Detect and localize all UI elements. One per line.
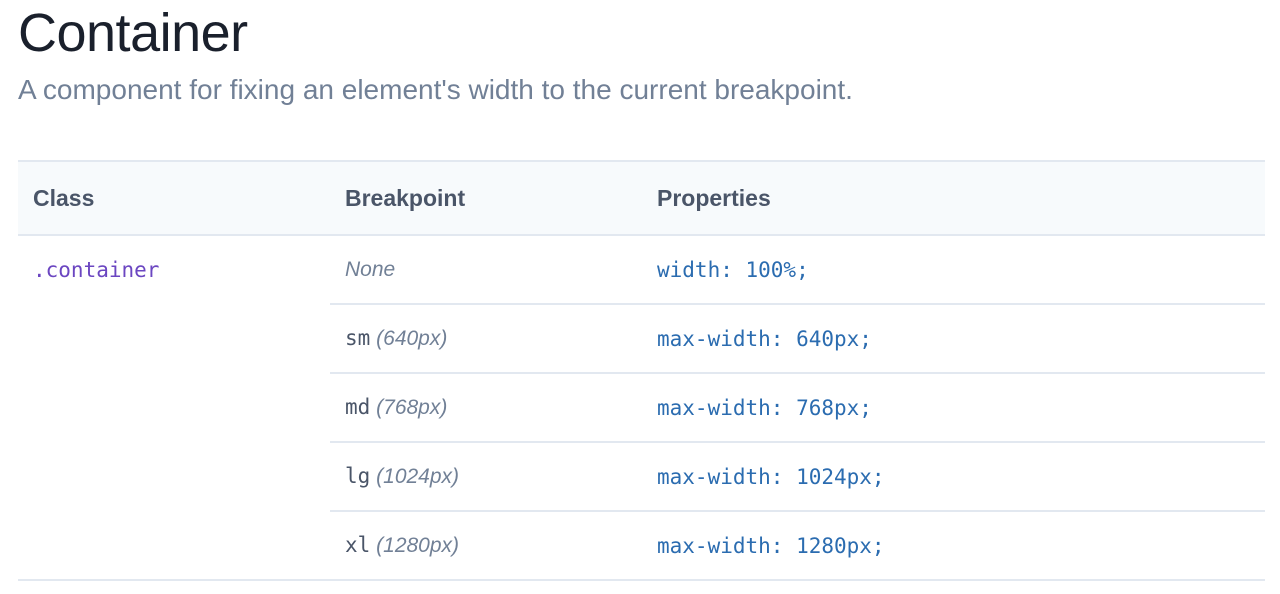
table-row: md (768px) max-width: 768px; bbox=[18, 373, 1265, 443]
breakpoint-cell: sm (640px) bbox=[330, 304, 642, 374]
breakpoint-cell: None bbox=[330, 235, 642, 305]
table-header-row: Class Breakpoint Properties bbox=[18, 160, 1265, 236]
breakpoint-prefix: md bbox=[345, 395, 371, 419]
breakpoint-prefix: xl bbox=[345, 533, 371, 557]
table-row: .container None width: 100%; bbox=[18, 235, 1265, 581]
table-row: sm (640px) max-width: 640px; bbox=[18, 304, 1265, 374]
breakpoint-value: (1024px) bbox=[376, 465, 460, 488]
page-subtitle: A component for fixing an element's widt… bbox=[18, 74, 853, 105]
container-classes-table: Class Breakpoint Properties .container N… bbox=[18, 160, 1265, 581]
breakpoint-cell: lg (1024px) bbox=[330, 442, 642, 512]
table-row: lg (1024px) max-width: 1024px; bbox=[18, 442, 1265, 512]
breakpoint-value: (640px) bbox=[376, 327, 448, 350]
class-cell: .container bbox=[18, 235, 330, 581]
header-class: Class bbox=[18, 160, 330, 236]
page-title: Container bbox=[18, 3, 248, 63]
breakpoint-cell: md (768px) bbox=[330, 373, 642, 443]
breakpoint-value: (1280px) bbox=[376, 534, 460, 557]
breakpoint-value: None bbox=[345, 257, 396, 281]
breakpoint-cell: xl (1280px) bbox=[330, 511, 642, 581]
header-properties: Properties bbox=[642, 160, 1265, 236]
property-cell: max-width: 1280px; bbox=[642, 511, 1265, 581]
property-cell: width: 100%; bbox=[642, 235, 1265, 305]
breakpoint-prefix: sm bbox=[345, 326, 371, 350]
breakpoint-value: (768px) bbox=[376, 396, 448, 419]
property-cell: max-width: 1024px; bbox=[642, 442, 1265, 512]
header-breakpoint: Breakpoint bbox=[330, 160, 642, 236]
property-cell: max-width: 640px; bbox=[642, 304, 1265, 374]
table-row: xl (1280px) max-width: 1280px; bbox=[18, 511, 1265, 581]
breakpoint-prefix: lg bbox=[345, 464, 371, 488]
property-cell: max-width: 768px; bbox=[642, 373, 1265, 443]
